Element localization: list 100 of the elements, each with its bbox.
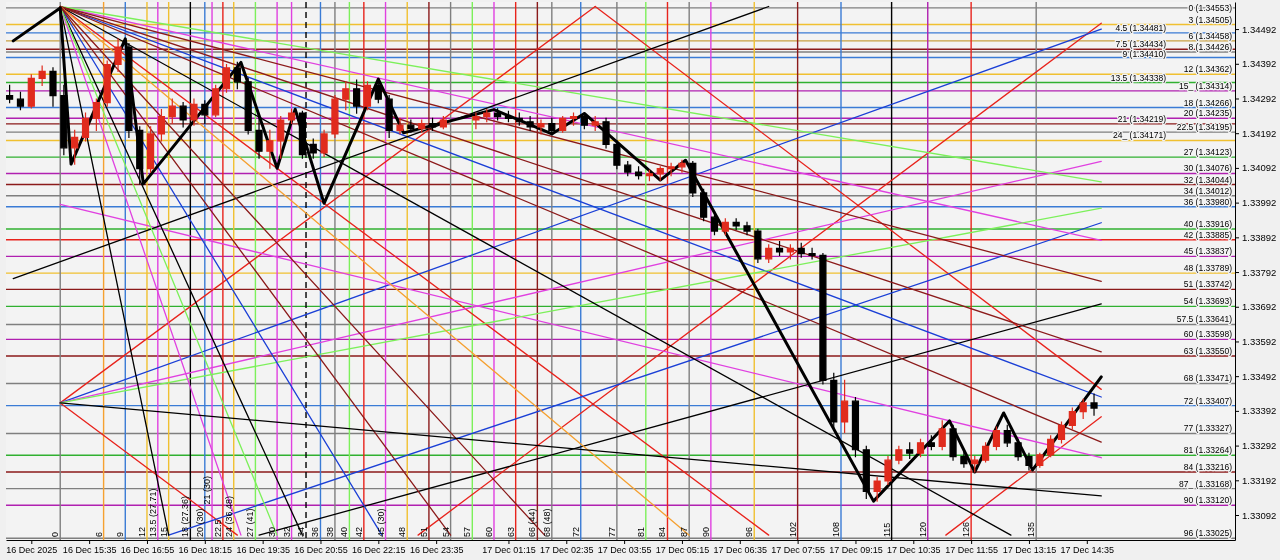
ref-line-label: 45 (1.33837) [1183,246,1233,257]
ref-line-label: 90 [700,526,711,537]
ref-line-label: 38 [324,526,335,537]
ref-line-label: 40 (1.33916) [1183,219,1233,229]
ref-line-label: 51 (1.33742) [1183,279,1233,290]
ref-line-label: 68 (1.33471) [1183,373,1233,384]
x-tick-label: 17 Dec 14:35 [1060,545,1115,556]
ref-line-label: 22.5 (1.34195) [1176,122,1233,133]
ref-line-label: 12 [136,526,147,537]
ref-line-label: 40 [339,526,350,537]
y-tick-label: 1.33892 [1242,231,1277,243]
ref-line-label: 77 (1.33327) [1183,423,1233,434]
x-tick-label: 16 Dec 18:15 [178,545,233,556]
ref-line-label: 18 (27.36) [180,495,191,537]
y-tick-label: 1.33792 [1242,266,1277,278]
x-tick-label: 17 Dec 01:15 [482,545,536,556]
ref-line-label: 13.5 (27.71) [147,488,158,537]
ref-line-label: 42 (1.33885) [1183,229,1233,240]
ref-line-label: 32 [281,526,292,537]
x-tick-label: 16 Dec 22:15 [352,545,406,556]
ref-line-label: 120 [917,521,928,537]
ref-line-label: 57 [462,526,473,537]
ref-line-label: 13.5 (1.34338) [1110,72,1167,83]
ref-line-label: 0 (1.34553) [1188,3,1233,13]
ref-line-label: 48 [397,526,408,537]
ref-line-label: 87 [679,526,690,537]
ref-line-label: 15 [158,526,169,537]
x-tick-label: 17 Dec 13:15 [1002,545,1057,556]
ref-line-label: 115 [881,522,892,537]
ref-line-label: 87_ (1.33168) [1179,478,1233,489]
ref-line-label: 108 [831,521,841,537]
ref-line-label: 135 [1026,521,1037,537]
y-tick-label: 1.33392 [1242,405,1277,417]
y-tick-label: 1.33192 [1242,474,1277,486]
y-tick-label: 1.34292 [1242,93,1277,105]
ref-line-label: 9 (1.34410) [1122,48,1167,59]
ref-line-label: 72 [570,526,581,537]
y-tick-label: 1.34392 [1242,58,1277,70]
ref-line-label: 96 (1.33025) [1183,528,1233,539]
y-tick-label: 1.33592 [1242,336,1277,347]
x-tick-label: 16 Dec 16:55 [120,545,175,556]
x-tick-label: 17 Dec 02:35 [540,545,594,556]
ref-line-label: 4.5 (1.34481) [1115,22,1167,33]
ref-line-label: 81 [635,526,646,537]
ref-line-label: 7.5 (1.34434) [1115,39,1167,50]
ref-line-label: 54 (1.33693) [1183,296,1233,307]
ref-line-label: 57.5 (1.33641) [1176,314,1233,325]
ref-line-label: 9 [115,531,126,537]
ref-line-label: 77 [606,526,617,537]
ref-line-label: 6 [93,531,104,537]
ref-line-label: 21 (30) [202,475,213,505]
x-tick-label: 16 Dec 20:55 [294,545,348,556]
y-tick-label: 1.34092 [1242,162,1277,174]
ref-line-label: 12 (1.34362) [1183,64,1233,75]
ref-line-label: 45 (30) [375,508,386,537]
ref-line-label: 36 [310,526,321,537]
ref-line-label: 84 (1.33216) [1183,461,1233,472]
y-tick-label: 1.33292 [1242,440,1277,452]
y-tick-label: 1.33092 [1242,509,1277,521]
ref-line-label: 3 (1.34505) [1188,14,1233,25]
x-tick-label: 17 Dec 06:35 [713,545,768,556]
ref-line-label: 6 (1.34458) [1188,30,1233,41]
ref-line-label: 54 [440,526,451,537]
ref-line-label: 20 (1.34235) [1183,108,1233,119]
y-tick-label: 1.34192 [1242,127,1277,139]
ref-line-label: 15_ (1.34314) [1179,80,1233,91]
x-tick-label: 16 Dec 23:35 [409,545,464,556]
ref-line-label: 24_ (1.34171) [1113,130,1167,141]
x-tick-label: 17 Dec 07:55 [771,545,825,556]
ref-line-label: 51 [418,526,429,537]
ref-line-label: 18 (1.34266) [1183,97,1233,108]
ref-line-label: 102 [787,521,798,537]
ref-line-label: 96 [744,526,755,537]
ref-line-label: 34 (1.34012) [1183,185,1233,196]
ref-line-label: 48 (1.33789) [1183,263,1233,274]
ref-line-label: 30 [267,526,278,537]
ref-line-label: 66 (44) [527,508,538,537]
ref-line-label: 72 (1.33407) [1183,395,1233,406]
x-tick-label: 17 Dec 05:15 [655,545,710,556]
ref-line-label: 22.5 [212,519,223,537]
x-tick-label: 17 Dec 03:55 [597,545,652,556]
ref-line-label: 68 (48) [541,508,552,537]
x-tick-label: 17 Dec 11:55 [945,545,999,556]
ref-line-label: 27 (1.34123) [1183,147,1233,158]
ref-line-label: 30 (1.34076) [1183,163,1233,174]
ref-line-label: 126 [961,521,972,537]
ref-line-label: 32 (1.34044) [1183,174,1233,185]
x-tick-label: 16 Dec 15:35 [62,545,117,556]
ref-line-label: 20 (30) [194,508,205,537]
ref-line-label: 42 [353,526,364,537]
ref-line-label: 34 [296,526,307,537]
ref-line-label: 84 [657,526,668,537]
ref-line-label: 81 (1.33264) [1183,445,1233,456]
y-tick-label: 1.33992 [1242,197,1277,209]
ref-line-label: 90 (1.33120) [1183,495,1233,506]
ref-line-label: 36 (1.33980) [1183,196,1233,207]
ref-line-label: 24 (36.48) [223,495,234,537]
ref-line-label: 0 [50,531,61,537]
ref-line-label: 60 [483,526,494,537]
x-tick-label: 17 Dec 10:35 [887,545,941,556]
